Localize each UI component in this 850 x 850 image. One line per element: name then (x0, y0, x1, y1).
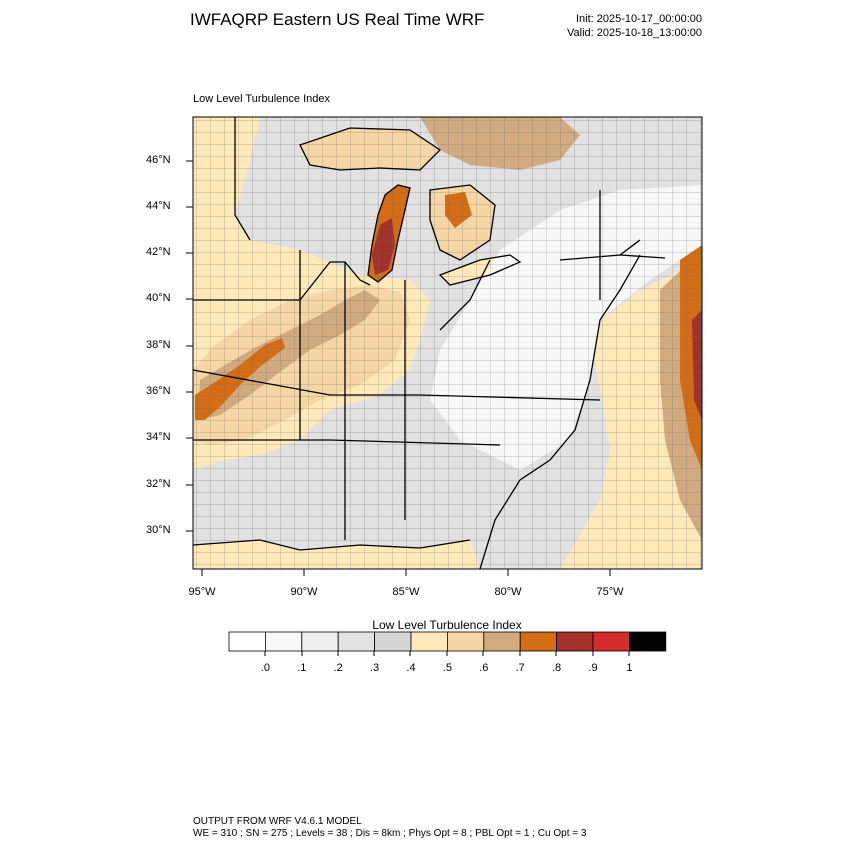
colorbar-label: .6 (479, 662, 489, 674)
colorbar-cell (556, 631, 594, 652)
colorbar-cell (629, 631, 667, 652)
colorbar-label: .1 (297, 662, 307, 674)
lat-label-36n: 36°N (146, 385, 171, 397)
colorbar-label: .0 (260, 662, 270, 674)
colorbar-cell (337, 631, 376, 652)
lat-label-42n: 42°N (146, 246, 171, 258)
footer-model: OUTPUT FROM WRF V4.6.1 MODEL (193, 816, 362, 827)
colorbar-label: .9 (588, 662, 598, 674)
valid-time: Valid: 2025-10-18_13:00:00 (567, 27, 702, 39)
colorbar-cell (410, 631, 448, 652)
colorbar-label: .2 (333, 662, 343, 674)
field-subtitle: Low Level Turbulence Index (193, 93, 330, 105)
colorbar-label: .4 (406, 662, 416, 674)
map-title: IWFAQRP Eastern US Real Time WRF (190, 10, 485, 29)
lat-label-34n: 34°N (146, 431, 171, 443)
coastlines (193, 127, 666, 569)
lat-label-46n: 46°N (146, 154, 171, 166)
colorbar-title: Low Level Turbulence Index (372, 618, 522, 632)
lon-label-85w: 85°W (392, 586, 420, 598)
lon-label-95w: 95°W (188, 586, 216, 598)
colorbar-cell (301, 631, 339, 652)
lat-ticks (186, 160, 193, 532)
map-panel (193, 117, 702, 569)
lon-label-75w: 75°W (596, 586, 624, 598)
colorbar (228, 631, 667, 652)
colorbar-cell (592, 631, 630, 652)
lon-label-80w: 80°W (494, 586, 522, 598)
colorbar-cell (483, 631, 521, 652)
colorbar-cell (519, 631, 558, 652)
map-frame (192, 116, 703, 570)
lon-label-90w: 90°W (290, 586, 318, 598)
lon-ticks (201, 569, 611, 576)
colorbar-label: .8 (552, 662, 562, 674)
colorbar-ticks (264, 651, 630, 656)
colorbar-cell (264, 631, 303, 652)
init-time: Init: 2025-10-17_00:00:00 (576, 13, 702, 25)
colorbar-label: 1 (626, 662, 633, 674)
lat-label-32n: 32°N (146, 478, 171, 490)
colorbar-cell (374, 631, 412, 652)
state-boundaries (193, 117, 641, 540)
colorbar-cell (446, 631, 485, 652)
colorbar-label: .5 (442, 662, 452, 674)
lat-label-44n: 44°N (146, 200, 171, 212)
lat-label-40n: 40°N (146, 292, 171, 304)
lat-label-38n: 38°N (146, 339, 171, 351)
lat-label-30n: 30°N (146, 524, 171, 536)
county-boundaries (193, 117, 702, 569)
colorbar-label: .7 (515, 662, 525, 674)
colorbar-label: .3 (370, 662, 380, 674)
footer-config: WE = 310 ; SN = 275 ; Levels = 38 ; Dis … (193, 828, 587, 839)
colorbar-cell (228, 631, 266, 652)
